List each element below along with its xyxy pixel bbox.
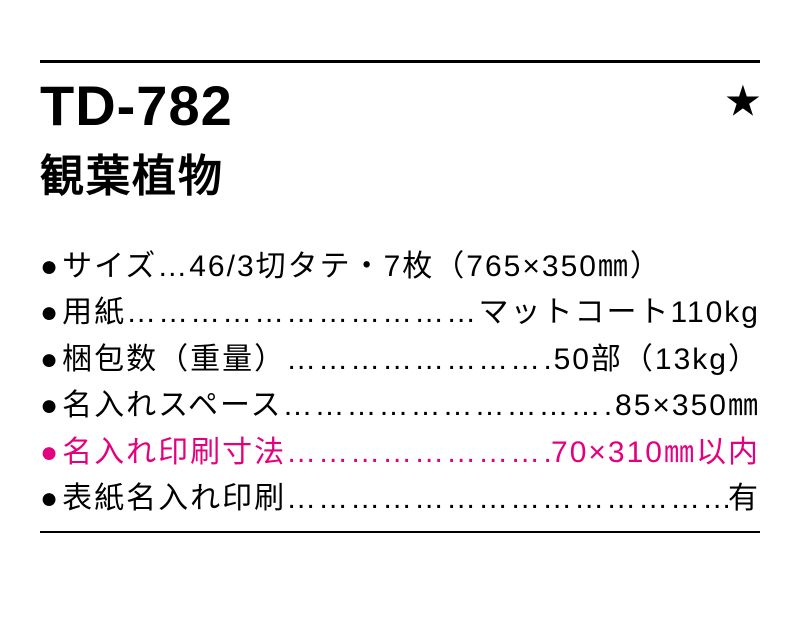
spec-row-size: ● サイズ … 46/3切タテ・7枚（765×350㎜） [40, 244, 760, 291]
spec-row-print-size: ● 名入れ印刷寸法 70×310㎜以内 [40, 430, 760, 477]
product-code: TD-782 [40, 77, 233, 136]
spec-label: サイズ [62, 244, 157, 291]
spec-row-name-space: ● 名入れスペース 85×350㎜ [40, 383, 760, 430]
rule-bottom [40, 531, 760, 533]
spec-list: ● サイズ … 46/3切タテ・7枚（765×350㎜） ● 用紙 マットコート… [40, 244, 760, 523]
leader-dots [126, 290, 478, 337]
spec-value: 有 [728, 476, 760, 523]
product-title: 観葉植物 [40, 140, 760, 204]
rule-top [40, 60, 760, 63]
leader-dots [286, 337, 553, 384]
spec-label: 名入れ印刷寸法 [62, 430, 286, 477]
leader-dots: … [157, 244, 189, 291]
star-icon: ★ [726, 83, 760, 121]
bullet-icon: ● [40, 383, 60, 430]
bullet-icon: ● [40, 430, 60, 477]
spec-label: 用紙 [62, 290, 126, 337]
leader-dots [283, 383, 616, 430]
spec-row-paper: ● 用紙 マットコート110kg [40, 290, 760, 337]
bullet-icon: ● [40, 290, 60, 337]
leader-dots [286, 476, 728, 523]
spec-row-cover-print: ● 表紙名入れ印刷 有 [40, 476, 760, 523]
spec-row-pack: ● 梱包数（重量） 50部（13kg） [40, 337, 760, 384]
bullet-icon: ● [40, 244, 60, 291]
spec-card: TD-782 ★ 観葉植物 ● サイズ … 46/3切タテ・7枚（765×350… [40, 60, 760, 533]
spec-label: 梱包数（重量） [62, 337, 286, 384]
spec-label: 表紙名入れ印刷 [62, 476, 286, 523]
spec-value: 46/3切タテ・7枚（765×350㎜） [189, 244, 662, 291]
spec-value: 70×310㎜以内 [551, 430, 760, 477]
spec-value: 85×350㎜ [615, 383, 760, 430]
bullet-icon: ● [40, 476, 60, 523]
bullet-icon: ● [40, 337, 60, 384]
spec-value: 50部（13kg） [554, 337, 760, 384]
spec-label: 名入れスペース [62, 383, 282, 430]
header-row: TD-782 ★ [40, 77, 760, 136]
spec-value: マットコート110kg [478, 290, 760, 337]
leader-dots [286, 430, 551, 477]
